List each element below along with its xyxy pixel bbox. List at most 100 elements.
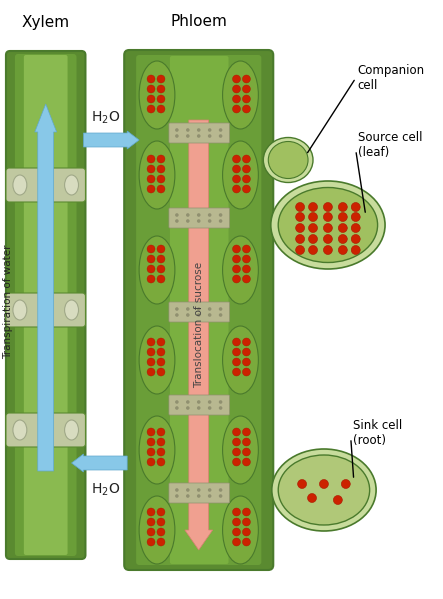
FancyBboxPatch shape — [6, 51, 85, 559]
Ellipse shape — [263, 138, 313, 183]
Circle shape — [157, 255, 165, 263]
Circle shape — [242, 528, 250, 536]
Circle shape — [242, 165, 250, 173]
Circle shape — [157, 528, 165, 536]
Circle shape — [157, 185, 165, 193]
Circle shape — [219, 488, 222, 492]
Circle shape — [147, 105, 155, 113]
Circle shape — [338, 223, 347, 232]
Circle shape — [341, 480, 350, 489]
Circle shape — [175, 128, 179, 132]
Ellipse shape — [268, 141, 308, 179]
Circle shape — [233, 528, 241, 536]
Circle shape — [233, 275, 241, 283]
Circle shape — [219, 406, 222, 410]
Circle shape — [338, 246, 347, 255]
Circle shape — [233, 338, 241, 346]
Circle shape — [147, 528, 155, 536]
Circle shape — [197, 134, 201, 138]
Circle shape — [233, 255, 241, 263]
Circle shape — [295, 234, 305, 244]
Circle shape — [208, 400, 211, 404]
Circle shape — [233, 95, 241, 103]
FancyBboxPatch shape — [6, 293, 85, 327]
Circle shape — [307, 494, 316, 503]
Circle shape — [208, 313, 211, 317]
Circle shape — [147, 448, 155, 456]
Circle shape — [147, 348, 155, 356]
Ellipse shape — [65, 420, 78, 440]
Circle shape — [295, 246, 305, 255]
Circle shape — [233, 508, 241, 516]
Circle shape — [186, 128, 190, 132]
Ellipse shape — [139, 326, 175, 394]
Circle shape — [147, 175, 155, 183]
Circle shape — [351, 202, 360, 211]
Ellipse shape — [139, 496, 175, 564]
Circle shape — [242, 75, 250, 83]
Circle shape — [351, 223, 360, 232]
Circle shape — [233, 175, 241, 183]
Ellipse shape — [65, 300, 78, 320]
Circle shape — [233, 518, 241, 526]
Circle shape — [186, 400, 190, 404]
Circle shape — [233, 428, 241, 436]
Circle shape — [295, 202, 305, 211]
Circle shape — [147, 428, 155, 436]
FancyBboxPatch shape — [169, 208, 229, 228]
Ellipse shape — [13, 175, 27, 195]
Circle shape — [147, 255, 155, 263]
Circle shape — [338, 202, 347, 211]
Circle shape — [208, 494, 211, 498]
Circle shape — [242, 448, 250, 456]
Ellipse shape — [278, 455, 369, 525]
Ellipse shape — [222, 416, 258, 484]
Circle shape — [233, 185, 241, 193]
Ellipse shape — [222, 236, 258, 304]
Circle shape — [197, 128, 201, 132]
Text: Source cell
(leaf): Source cell (leaf) — [358, 131, 422, 159]
Text: Transpiration of water: Transpiration of water — [3, 244, 13, 359]
Circle shape — [242, 518, 250, 526]
Circle shape — [197, 219, 201, 223]
Circle shape — [242, 348, 250, 356]
Circle shape — [186, 313, 190, 317]
Circle shape — [147, 275, 155, 283]
Circle shape — [175, 307, 179, 311]
Circle shape — [147, 458, 155, 466]
Circle shape — [186, 494, 190, 498]
Circle shape — [219, 494, 222, 498]
Circle shape — [308, 223, 318, 232]
Ellipse shape — [139, 236, 175, 304]
FancyBboxPatch shape — [169, 483, 229, 503]
Ellipse shape — [272, 449, 376, 531]
Circle shape — [157, 458, 165, 466]
Circle shape — [242, 265, 250, 273]
Circle shape — [233, 438, 241, 446]
Circle shape — [242, 85, 250, 93]
Text: Translocation of sucrose: Translocation of sucrose — [194, 262, 204, 388]
Ellipse shape — [65, 175, 78, 195]
Circle shape — [175, 313, 179, 317]
Circle shape — [208, 406, 211, 410]
Circle shape — [219, 128, 222, 132]
Circle shape — [147, 95, 155, 103]
Circle shape — [186, 307, 190, 311]
Ellipse shape — [271, 181, 385, 269]
Circle shape — [351, 246, 360, 255]
Circle shape — [157, 538, 165, 546]
FancyArrow shape — [185, 120, 213, 550]
Circle shape — [157, 95, 165, 103]
Circle shape — [175, 488, 179, 492]
Circle shape — [319, 480, 328, 489]
Ellipse shape — [139, 61, 175, 129]
Circle shape — [323, 202, 332, 211]
Circle shape — [242, 438, 250, 446]
Ellipse shape — [222, 61, 258, 129]
Circle shape — [219, 219, 222, 223]
Circle shape — [175, 134, 179, 138]
Circle shape — [147, 338, 155, 346]
Circle shape — [242, 95, 250, 103]
Circle shape — [157, 245, 165, 253]
Circle shape — [308, 234, 318, 244]
